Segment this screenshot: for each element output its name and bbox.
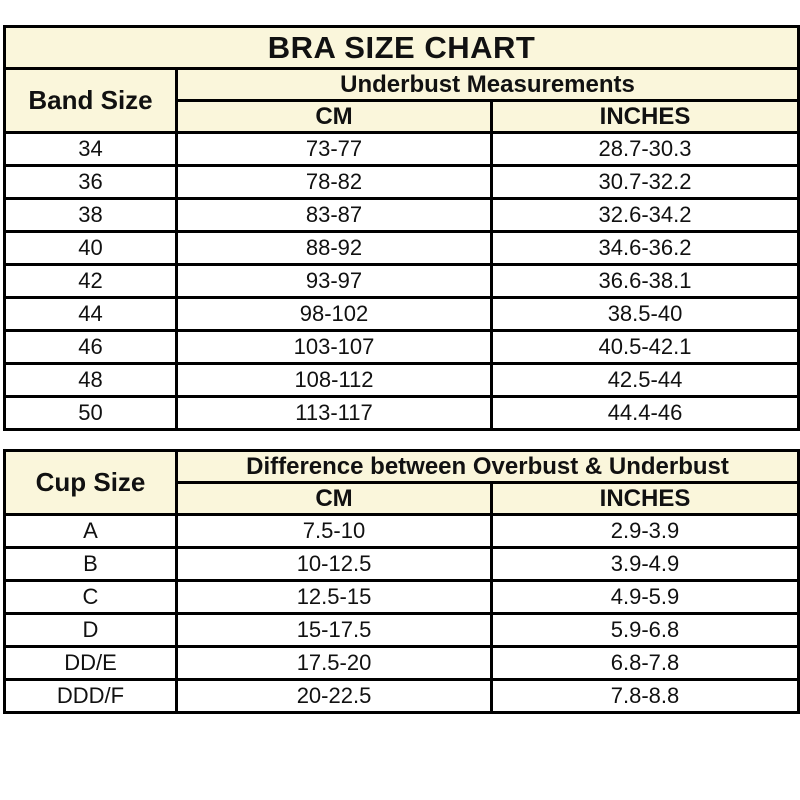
group-header-row: Cup Size Difference between Overbust & U… [3, 449, 800, 516]
table-row: D 15-17.5 5.9-6.8 [3, 612, 800, 648]
cup-inches-header: INCHES [489, 481, 800, 516]
table-cell: 32.6-34.2 [489, 197, 800, 233]
group-header-row: Band Size Underbust Measurements [3, 67, 800, 134]
band-cm-header: CM [175, 99, 493, 134]
table-row: 46 103-107 40.5-42.1 [3, 329, 800, 365]
table-cell: 48 [3, 362, 178, 398]
table-row: 50 113-117 44.4-46 [3, 395, 800, 431]
table-cell: 10-12.5 [175, 546, 493, 582]
table-cell: 2.9-3.9 [489, 513, 800, 549]
table-row: 38 83-87 32.6-34.2 [3, 197, 800, 233]
table-cell: 98-102 [175, 296, 493, 332]
table-row: A 7.5-10 2.9-3.9 [3, 513, 800, 549]
table-cell: 34.6-36.2 [489, 230, 800, 266]
table-cell: 113-117 [175, 395, 493, 431]
table-cell: 103-107 [175, 329, 493, 365]
table-cell: 30.7-32.2 [489, 164, 800, 200]
cup-cm-header: CM [175, 481, 493, 516]
table-cell: 88-92 [175, 230, 493, 266]
table-cell: 46 [3, 329, 178, 365]
table-cell: 44 [3, 296, 178, 332]
table-row: 42 93-97 36.6-38.1 [3, 263, 800, 299]
table-cell: 50 [3, 395, 178, 431]
table-cell: 3.9-4.9 [489, 546, 800, 582]
table-cell: 93-97 [175, 263, 493, 299]
table-cell: 7.8-8.8 [489, 678, 800, 714]
table-cell: 4.9-5.9 [489, 579, 800, 615]
cup-size-body: A 7.5-10 2.9-3.9 B 10-12.5 3.9-4.9 C 12.5-15 4.9… [3, 513, 800, 714]
unit-header-row: CM INCHES [5, 99, 800, 134]
table-cell: 5.9-6.8 [489, 612, 800, 648]
table-cell: 28.7-30.3 [489, 131, 800, 167]
table-row: 34 73-77 28.7-30.3 [3, 131, 800, 167]
table-row: 40 88-92 34.6-36.2 [3, 230, 800, 266]
table-cell: 40 [3, 230, 178, 266]
table-cell: 36 [3, 164, 178, 200]
table-cell: D [3, 612, 178, 648]
table-cell: 20-22.5 [175, 678, 493, 714]
table-cell: 7.5-10 [175, 513, 493, 549]
table-cell: 78-82 [175, 164, 493, 200]
table-cell: 17.5-20 [175, 645, 493, 681]
table-cell: 36.6-38.1 [489, 263, 800, 299]
table-cell: 15-17.5 [175, 612, 493, 648]
table-row: 36 78-82 30.7-32.2 [3, 164, 800, 200]
underbust-measurements-header: Underbust Measurements [174, 67, 800, 102]
table-row: C 12.5-15 4.9-5.9 [3, 579, 800, 615]
title-row: BRA SIZE CHART [2, 25, 800, 70]
table-cell: 83-87 [175, 197, 493, 233]
cup-size-header: Cup Size [3, 449, 178, 516]
table-cell: A [3, 513, 178, 549]
band-size-body: 34 73-77 28.7-30.3 36 78-82 30.7-32.2 38 83-87 3… [3, 131, 800, 431]
table-cell: 6.8-7.8 [489, 645, 800, 681]
band-size-header: Band Size [3, 67, 178, 134]
table-row: 48 108-112 42.5-44 [3, 362, 800, 398]
table-row: DDD/F 20-22.5 7.8-8.8 [3, 678, 800, 714]
table-cell: DD/E [3, 645, 178, 681]
table-cell: 73-77 [175, 131, 493, 167]
table-row: 44 98-102 38.5-40 [3, 296, 800, 332]
table-cell: 34 [3, 131, 178, 167]
table-cell: 38 [3, 197, 178, 233]
table-row: DD/E 17.5-20 6.8-7.8 [3, 645, 800, 681]
band-inches-header: INCHES [489, 99, 800, 134]
table-cell: 42 [3, 263, 178, 299]
band-size-table: BRA SIZE CHART Band Size Underbust Measu… [2, 25, 800, 431]
table-cell: 44.4-46 [489, 395, 800, 431]
table-cell: DDD/F [3, 678, 178, 714]
table-cell: 40.5-42.1 [489, 329, 800, 365]
table-cell: 42.5-44 [489, 362, 800, 398]
table-cell: 12.5-15 [175, 579, 493, 615]
table-cell: C [3, 579, 178, 615]
bra-size-chart: BRA SIZE CHART Band Size Underbust Measu… [2, 25, 800, 714]
table-cell: B [3, 546, 178, 582]
cup-size-table: Cup Size Difference between Overbust & U… [3, 449, 800, 714]
table-cell: 38.5-40 [489, 296, 800, 332]
table-row: B 10-12.5 3.9-4.9 [3, 546, 800, 582]
difference-header: Difference between Overbust & Underbust [174, 449, 800, 484]
table-cell: 108-112 [175, 362, 493, 398]
chart-title: BRA SIZE CHART [2, 25, 800, 70]
unit-header-row: CM INCHES [5, 481, 800, 516]
